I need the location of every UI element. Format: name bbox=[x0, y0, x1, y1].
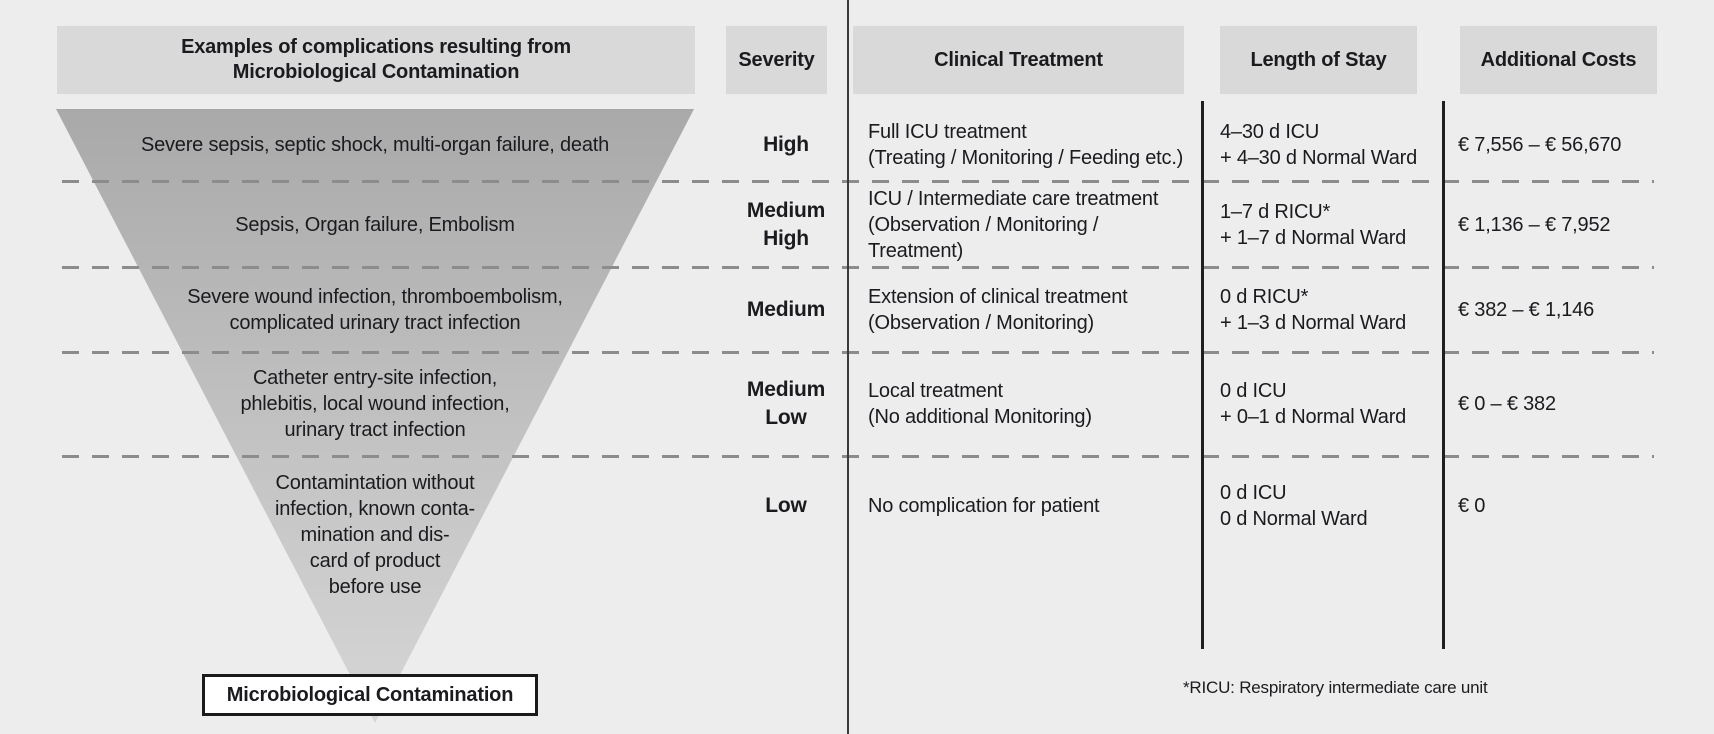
example-cell: Severe sepsis, septic shock, multi-organ… bbox=[140, 134, 610, 156]
costs-cell: € 7,556 – € 56,670 bbox=[1458, 134, 1622, 156]
severity-cell: Low bbox=[765, 494, 807, 517]
header-severity: Severity bbox=[726, 26, 827, 94]
column-divider-main bbox=[847, 0, 849, 734]
treatment-line: (Observation / Monitoring / Treatment) bbox=[868, 213, 1099, 262]
severity-cell: Medium Low bbox=[746, 378, 826, 429]
stay-cell: 0 d RICU* + 1–3 d Normal Ward bbox=[1220, 268, 1440, 352]
treatment-line: ICU / Intermediate care treatment bbox=[868, 187, 1159, 210]
costs-cell: € 1,136 – € 7,952 bbox=[1458, 213, 1611, 236]
column-divider-stay bbox=[1201, 101, 1204, 649]
costs-cell: € 0 – € 382 bbox=[1458, 393, 1556, 415]
ricu-footnote: *RICU: Respiratory intermediate care uni… bbox=[1183, 678, 1488, 697]
treatment-line: No complication for patient bbox=[868, 495, 1100, 517]
column-divider-costs bbox=[1442, 101, 1445, 649]
treatment-cell: ICU / Intermediate care treatment (Obser… bbox=[868, 181, 1198, 268]
row-divider-dashed bbox=[62, 266, 1654, 269]
treatment-line: Local treatment bbox=[868, 380, 1003, 402]
treatment-line: Extension of clinical treatment bbox=[868, 286, 1128, 308]
row-divider-dashed bbox=[62, 180, 1654, 183]
stay-line: + 0–1 d Normal Ward bbox=[1220, 406, 1407, 428]
example-cell: Contamintation without infection, known … bbox=[275, 472, 475, 598]
header-additional-costs: Additional Costs bbox=[1460, 26, 1657, 94]
stay-line: 1–7 d RICU* bbox=[1220, 200, 1331, 223]
treatment-cell: Extension of clinical treatment (Observa… bbox=[868, 268, 1198, 352]
severity-cell: Medium High bbox=[746, 198, 826, 250]
stay-line: 4–30 d ICU bbox=[1220, 121, 1320, 143]
treatment-cell: No complication for patient bbox=[868, 456, 1198, 556]
stay-line: + 4–30 d Normal Ward bbox=[1220, 147, 1418, 169]
stay-line: 0 d ICU bbox=[1220, 380, 1287, 402]
treatment-cell: Full ICU treatment (Treating / Monitorin… bbox=[868, 109, 1198, 181]
costs-cell: € 382 – € 1,146 bbox=[1458, 299, 1595, 321]
treatment-line: (No additional Monitoring) bbox=[868, 406, 1092, 428]
example-cell: Severe wound infection, thromboembolism,… bbox=[187, 286, 563, 334]
stay-line: 0 d Normal Ward bbox=[1220, 508, 1368, 530]
treatment-cell: Local treatment (No additional Monitorin… bbox=[868, 352, 1198, 456]
stay-cell: 4–30 d ICU + 4–30 d Normal Ward bbox=[1220, 109, 1440, 181]
header-examples: Examples of complications resulting from… bbox=[57, 26, 695, 94]
header-clinical-treatment: Clinical Treatment bbox=[853, 26, 1184, 94]
stay-line: + 1–3 d Normal Ward bbox=[1220, 312, 1407, 334]
severity-cell: Medium bbox=[746, 298, 826, 321]
severity-cell: High bbox=[763, 133, 809, 156]
stay-line: 0 d ICU bbox=[1220, 482, 1287, 504]
stay-line: + 1–7 d Normal Ward bbox=[1220, 226, 1407, 249]
microbiological-contamination-label: Microbiological Contamination bbox=[202, 674, 538, 716]
stay-cell: 0 d ICU + 0–1 d Normal Ward bbox=[1220, 352, 1440, 456]
example-cell: Catheter entry-site infection, phlebitis… bbox=[240, 367, 510, 441]
treatment-line: (Treating / Monitoring / Feeding etc.) bbox=[868, 147, 1184, 169]
header-length-of-stay: Length of Stay bbox=[1220, 26, 1417, 94]
row-divider-dashed bbox=[62, 455, 1654, 458]
example-cell: Sepsis, Organ failure, Embolism bbox=[235, 213, 515, 236]
treatment-line: Full ICU treatment bbox=[868, 121, 1027, 143]
row-divider-dashed bbox=[62, 351, 1654, 354]
costs-cell: € 0 bbox=[1458, 495, 1486, 517]
stay-line: 0 d RICU* bbox=[1220, 286, 1309, 308]
stay-cell: 0 d ICU 0 d Normal Ward bbox=[1220, 456, 1440, 556]
stay-cell: 1–7 d RICU* + 1–7 d Normal Ward bbox=[1220, 181, 1440, 268]
treatment-line: (Observation / Monitoring) bbox=[868, 312, 1095, 334]
